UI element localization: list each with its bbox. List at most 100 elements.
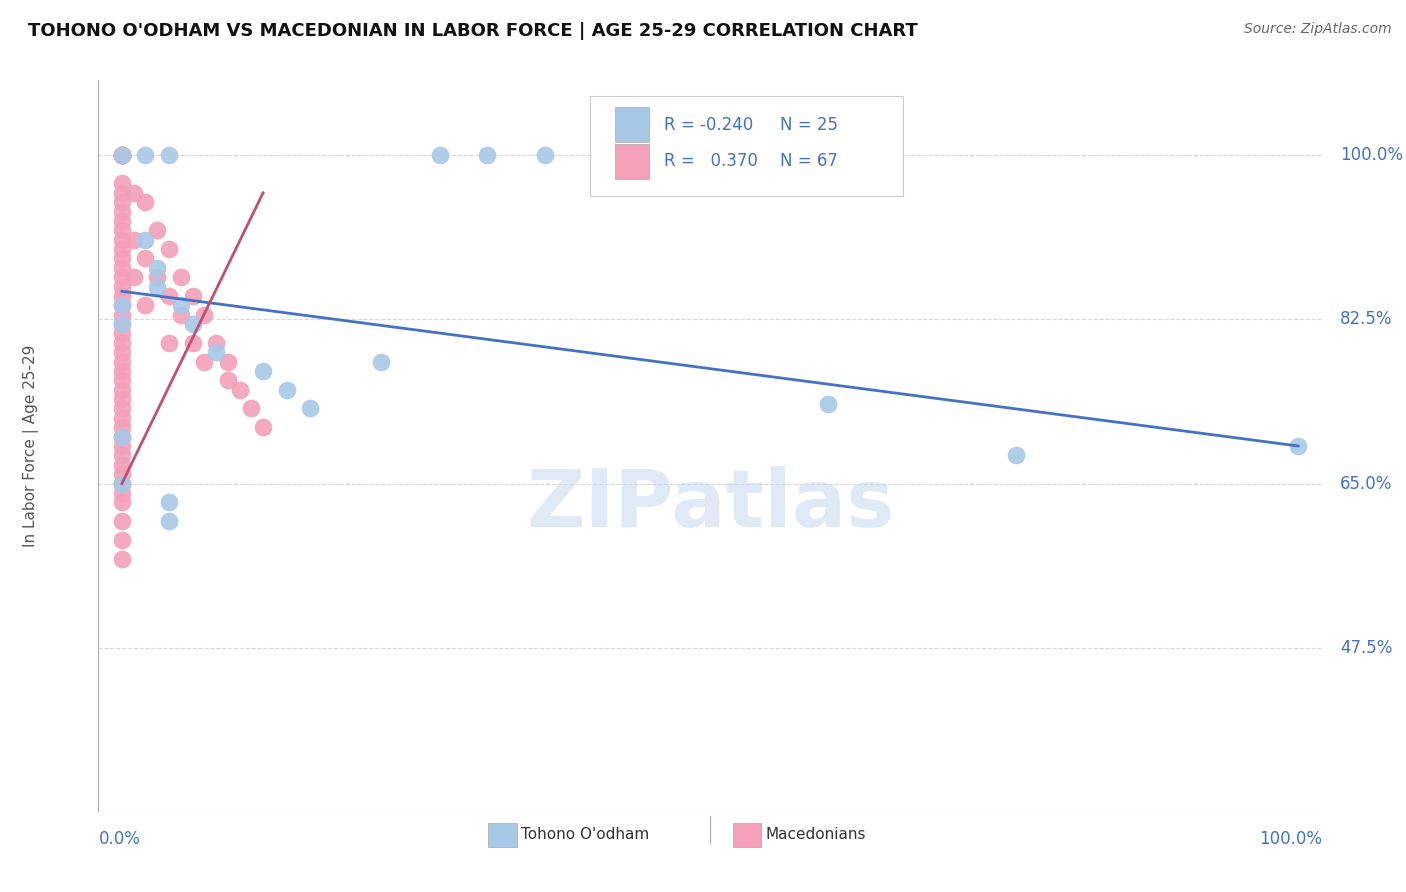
Text: Tohono O'odham: Tohono O'odham: [520, 828, 650, 842]
Point: [205, 345, 228, 359]
Point: [111, 467, 134, 482]
Point: [157, 335, 180, 350]
Point: [111, 242, 134, 256]
Point: [1004, 449, 1026, 463]
Point: [146, 223, 169, 237]
Point: [111, 148, 134, 162]
Point: [111, 458, 134, 472]
Point: [157, 242, 180, 256]
Point: [111, 298, 134, 312]
Text: 47.5%: 47.5%: [1340, 639, 1392, 657]
Point: [134, 195, 156, 210]
Point: [111, 354, 134, 368]
Point: [157, 289, 180, 303]
Point: [111, 223, 134, 237]
Point: [111, 270, 134, 285]
Point: [134, 252, 156, 266]
Point: [111, 439, 134, 453]
Point: [111, 186, 134, 200]
Text: 100.0%: 100.0%: [1340, 146, 1403, 164]
Text: 100.0%: 100.0%: [1258, 830, 1322, 848]
Point: [111, 148, 134, 162]
Text: Source: ZipAtlas.com: Source: ZipAtlas.com: [1244, 22, 1392, 37]
Point: [217, 354, 239, 368]
Point: [111, 298, 134, 312]
Point: [111, 279, 134, 293]
Point: [111, 533, 134, 547]
Bar: [614, 107, 648, 143]
Text: R =   0.370: R = 0.370: [664, 153, 758, 170]
Point: [252, 420, 274, 434]
Point: [217, 373, 239, 387]
Point: [181, 335, 204, 350]
Point: [181, 289, 204, 303]
Text: Macedonians: Macedonians: [765, 828, 866, 842]
Text: 82.5%: 82.5%: [1340, 310, 1392, 328]
Point: [111, 364, 134, 378]
Point: [193, 308, 215, 322]
Point: [111, 204, 134, 219]
Point: [111, 148, 134, 162]
Point: [146, 260, 169, 275]
Point: [111, 233, 134, 247]
Point: [134, 148, 156, 162]
Text: R = -0.240: R = -0.240: [664, 116, 752, 134]
Point: [240, 401, 263, 416]
Point: [111, 486, 134, 500]
Point: [111, 260, 134, 275]
Point: [475, 148, 498, 162]
Point: [1286, 439, 1309, 453]
Point: [170, 298, 193, 312]
Point: [111, 429, 134, 443]
Point: [817, 397, 839, 411]
Text: ZIPatlas: ZIPatlas: [526, 466, 894, 543]
Point: [111, 177, 134, 191]
Point: [111, 252, 134, 266]
Point: [111, 308, 134, 322]
Point: [181, 317, 204, 331]
Point: [299, 401, 322, 416]
Text: In Labor Force | Age 25-29: In Labor Force | Age 25-29: [22, 345, 39, 547]
Point: [111, 429, 134, 443]
Point: [111, 383, 134, 397]
Text: 0.0%: 0.0%: [98, 830, 141, 848]
Point: [111, 214, 134, 228]
Point: [111, 195, 134, 210]
Point: [111, 345, 134, 359]
Point: [111, 373, 134, 387]
Point: [157, 148, 180, 162]
Point: [111, 392, 134, 406]
Point: [111, 551, 134, 566]
Point: [205, 335, 228, 350]
Point: [111, 495, 134, 509]
Text: N = 25: N = 25: [780, 116, 838, 134]
Point: [111, 449, 134, 463]
Point: [146, 279, 169, 293]
FancyBboxPatch shape: [591, 96, 903, 196]
Text: 65.0%: 65.0%: [1340, 475, 1392, 492]
Point: [111, 476, 134, 491]
Point: [111, 289, 134, 303]
Point: [276, 383, 298, 397]
Point: [534, 148, 557, 162]
Point: [370, 354, 392, 368]
Point: [170, 308, 193, 322]
Point: [111, 420, 134, 434]
Point: [122, 186, 145, 200]
Point: [134, 233, 156, 247]
Point: [170, 270, 193, 285]
Point: [157, 495, 180, 509]
Point: [193, 354, 215, 368]
Point: [111, 148, 134, 162]
Point: [111, 476, 134, 491]
Point: [111, 335, 134, 350]
Point: [122, 270, 145, 285]
Point: [111, 148, 134, 162]
Point: [111, 326, 134, 341]
Point: [134, 298, 156, 312]
Text: N = 67: N = 67: [780, 153, 838, 170]
Point: [111, 514, 134, 528]
Point: [228, 383, 250, 397]
Point: [252, 364, 274, 378]
Point: [111, 410, 134, 425]
